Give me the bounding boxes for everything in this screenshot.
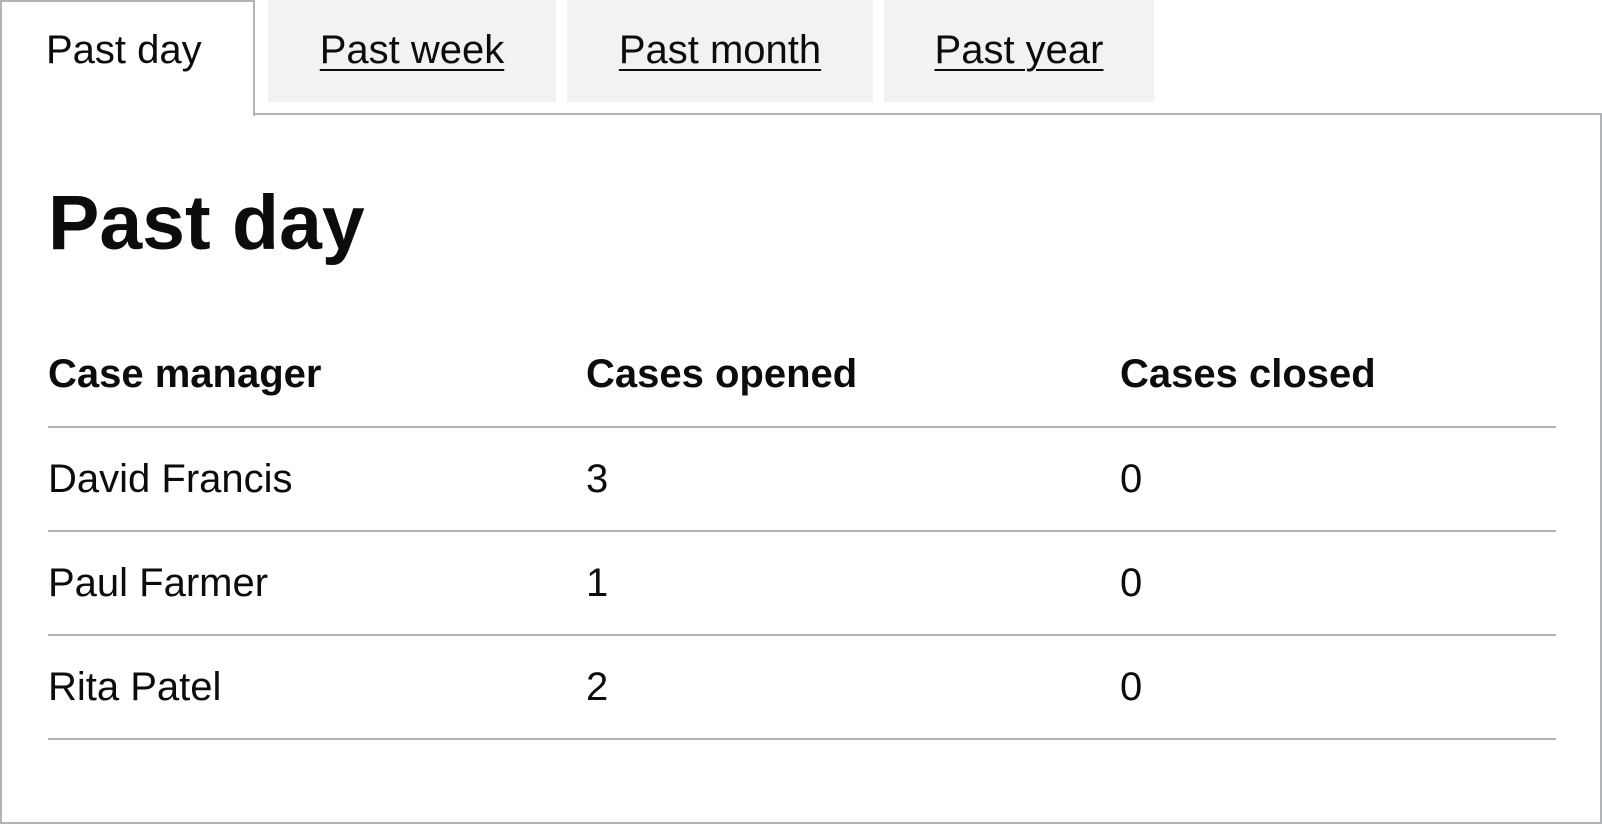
cell-cases-opened: 2 — [586, 635, 1120, 740]
tab-past-month[interactable]: Past month — [567, 0, 873, 102]
tab-past-month-link[interactable]: Past month — [618, 28, 822, 72]
header-case-manager: Case manager — [48, 323, 586, 428]
tab-past-year[interactable]: Past year — [884, 0, 1154, 102]
tab-past-day[interactable]: Past day — [0, 0, 255, 116]
cell-cases-closed: 0 — [1120, 531, 1556, 636]
panel-title: Past day — [48, 180, 365, 266]
table-row: David Francis 3 0 — [48, 427, 1556, 532]
header-cases-closed: Cases closed — [1120, 323, 1556, 428]
tab-past-day-link[interactable]: Past day — [46, 28, 202, 72]
tab-past-week[interactable]: Past week — [268, 0, 556, 102]
table-header-row: Case manager Cases opened Cases closed — [48, 323, 1556, 428]
cell-cases-opened: 1 — [586, 531, 1120, 636]
table-row: Rita Patel 2 0 — [48, 635, 1556, 740]
cell-case-manager: Rita Patel — [48, 635, 586, 740]
tab-panel-past-day: Past day Case manager Cases opened Cases… — [0, 113, 1602, 824]
cell-case-manager: David Francis — [48, 427, 586, 532]
cell-case-manager: Paul Farmer — [48, 531, 586, 636]
cell-cases-opened: 3 — [586, 427, 1120, 532]
cell-cases-closed: 0 — [1120, 635, 1556, 740]
header-cases-opened: Cases opened — [586, 323, 1120, 428]
case-manager-table: Case manager Cases opened Cases closed D… — [48, 323, 1556, 740]
tab-past-week-link[interactable]: Past week — [319, 28, 505, 72]
cell-cases-closed: 0 — [1120, 427, 1556, 532]
table-row: Paul Farmer 1 0 — [48, 531, 1556, 636]
tab-past-year-link[interactable]: Past year — [934, 28, 1104, 72]
